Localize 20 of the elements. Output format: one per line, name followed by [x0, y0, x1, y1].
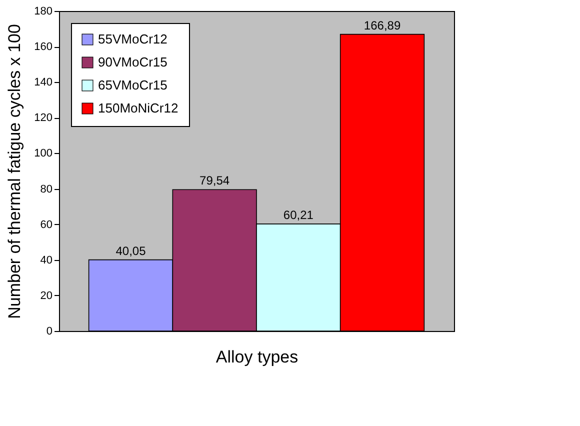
y-tick-label: 0 [46, 326, 52, 338]
y-tick-label: 120 [34, 112, 52, 124]
data-label: 60,21 [283, 208, 314, 222]
y-tick-label: 140 [34, 76, 52, 89]
legend-label: 150MoNiCr12 [98, 100, 178, 116]
y-tick-label: 180 [34, 6, 52, 18]
legend-label: 55VMoCr12 [98, 32, 168, 46]
data-label: 166,89 [364, 18, 401, 32]
y-tick-label: 20 [40, 290, 52, 302]
y-axis-title: Number of thermal fatigue cycles x 100 [5, 24, 24, 319]
legend-label: 65VMoCr15 [98, 78, 168, 92]
y-tick-label: 80 [40, 183, 52, 196]
data-label: 79,54 [200, 174, 230, 188]
data-label: 40,05 [116, 244, 146, 258]
y-tick-label: 60 [40, 218, 52, 231]
y-tick-label: 40 [40, 254, 52, 266]
y-tick-label: 100 [34, 148, 52, 160]
legend-label: 90VMoCr15 [98, 54, 168, 70]
x-axis-title: Alloy types [216, 348, 298, 366]
y-tick-label: 160 [34, 41, 52, 54]
